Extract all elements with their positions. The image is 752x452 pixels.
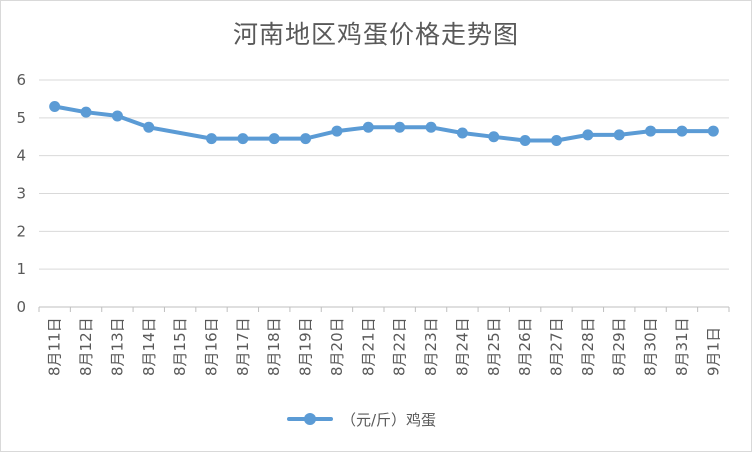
data-point [394, 121, 406, 133]
data-point [488, 131, 500, 143]
data-point [519, 135, 531, 147]
y-tick-label: 6 [16, 71, 26, 89]
y-tick-label: 0 [16, 298, 26, 316]
x-tick-label: 8月23日 [422, 317, 440, 376]
data-point [425, 121, 437, 133]
x-tick-label: 8月25日 [485, 317, 503, 376]
chart-title: 河南地区鸡蛋价格走势图 [232, 20, 519, 49]
x-axis-ticks: 8月11日 8月12日 8月13日 8月14日 8月15日 8月16日 8月17日 8月18日… [46, 317, 723, 376]
data-point [707, 125, 719, 137]
legend-marker [304, 413, 316, 425]
legend: （元/斤）鸡蛋 [287, 407, 436, 431]
x-tick-label: 8月19日 [297, 317, 315, 376]
data-point [237, 133, 249, 145]
legend-swatch [287, 412, 333, 426]
x-tick-label: 8月29日 [610, 317, 628, 376]
x-tick-label: 8月27日 [548, 317, 566, 376]
y-tick-label: 3 [16, 185, 26, 203]
data-point [300, 133, 312, 145]
x-tick-label: 8月31日 [673, 317, 691, 376]
data-point [676, 125, 688, 137]
series-points [49, 100, 719, 147]
data-point [206, 133, 217, 145]
data-point [331, 125, 343, 137]
y-tick-label: 2 [16, 222, 26, 240]
data-point [268, 133, 280, 145]
data-point [111, 110, 123, 122]
x-tick-label: 8月20日 [328, 317, 346, 376]
x-tick-label: 8月17日 [234, 317, 252, 376]
data-point [362, 121, 374, 133]
x-tick-label: 8月24日 [453, 317, 471, 376]
x-tick-label: 8月26日 [516, 317, 534, 376]
data-point [551, 135, 562, 147]
x-tick-label: 8月13日 [108, 317, 126, 376]
data-point [143, 121, 155, 133]
x-tick-label: 8月14日 [140, 317, 158, 376]
data-point [645, 125, 657, 137]
x-tick-label: 8月22日 [391, 317, 409, 376]
x-tick-label: 8月16日 [203, 317, 221, 376]
y-tick-label: 5 [16, 109, 26, 127]
x-tick-label: 8月18日 [265, 317, 283, 376]
data-point [582, 129, 594, 141]
x-axis [38, 306, 730, 312]
legend-label: （元/斤）鸡蛋 [341, 410, 437, 429]
x-tick-label: 8月30日 [642, 317, 660, 376]
x-tick-label: 8月15日 [171, 317, 189, 376]
x-tick-label: 8月11日 [46, 317, 64, 376]
x-tick-label: 8月12日 [77, 317, 95, 376]
y-axis-ticks: 0 1 2 3 4 5 6 [16, 71, 26, 316]
data-point [613, 129, 625, 141]
data-point [80, 106, 92, 118]
x-tick-label: 8月28日 [579, 317, 597, 376]
gridlines [39, 79, 729, 270]
data-point [49, 100, 61, 112]
data-point [456, 127, 468, 139]
y-tick-label: 1 [16, 260, 26, 278]
x-tick-label: 9月1日 [704, 327, 722, 376]
y-tick-label: 4 [16, 147, 26, 165]
x-tick-label: 8月21日 [359, 317, 377, 376]
